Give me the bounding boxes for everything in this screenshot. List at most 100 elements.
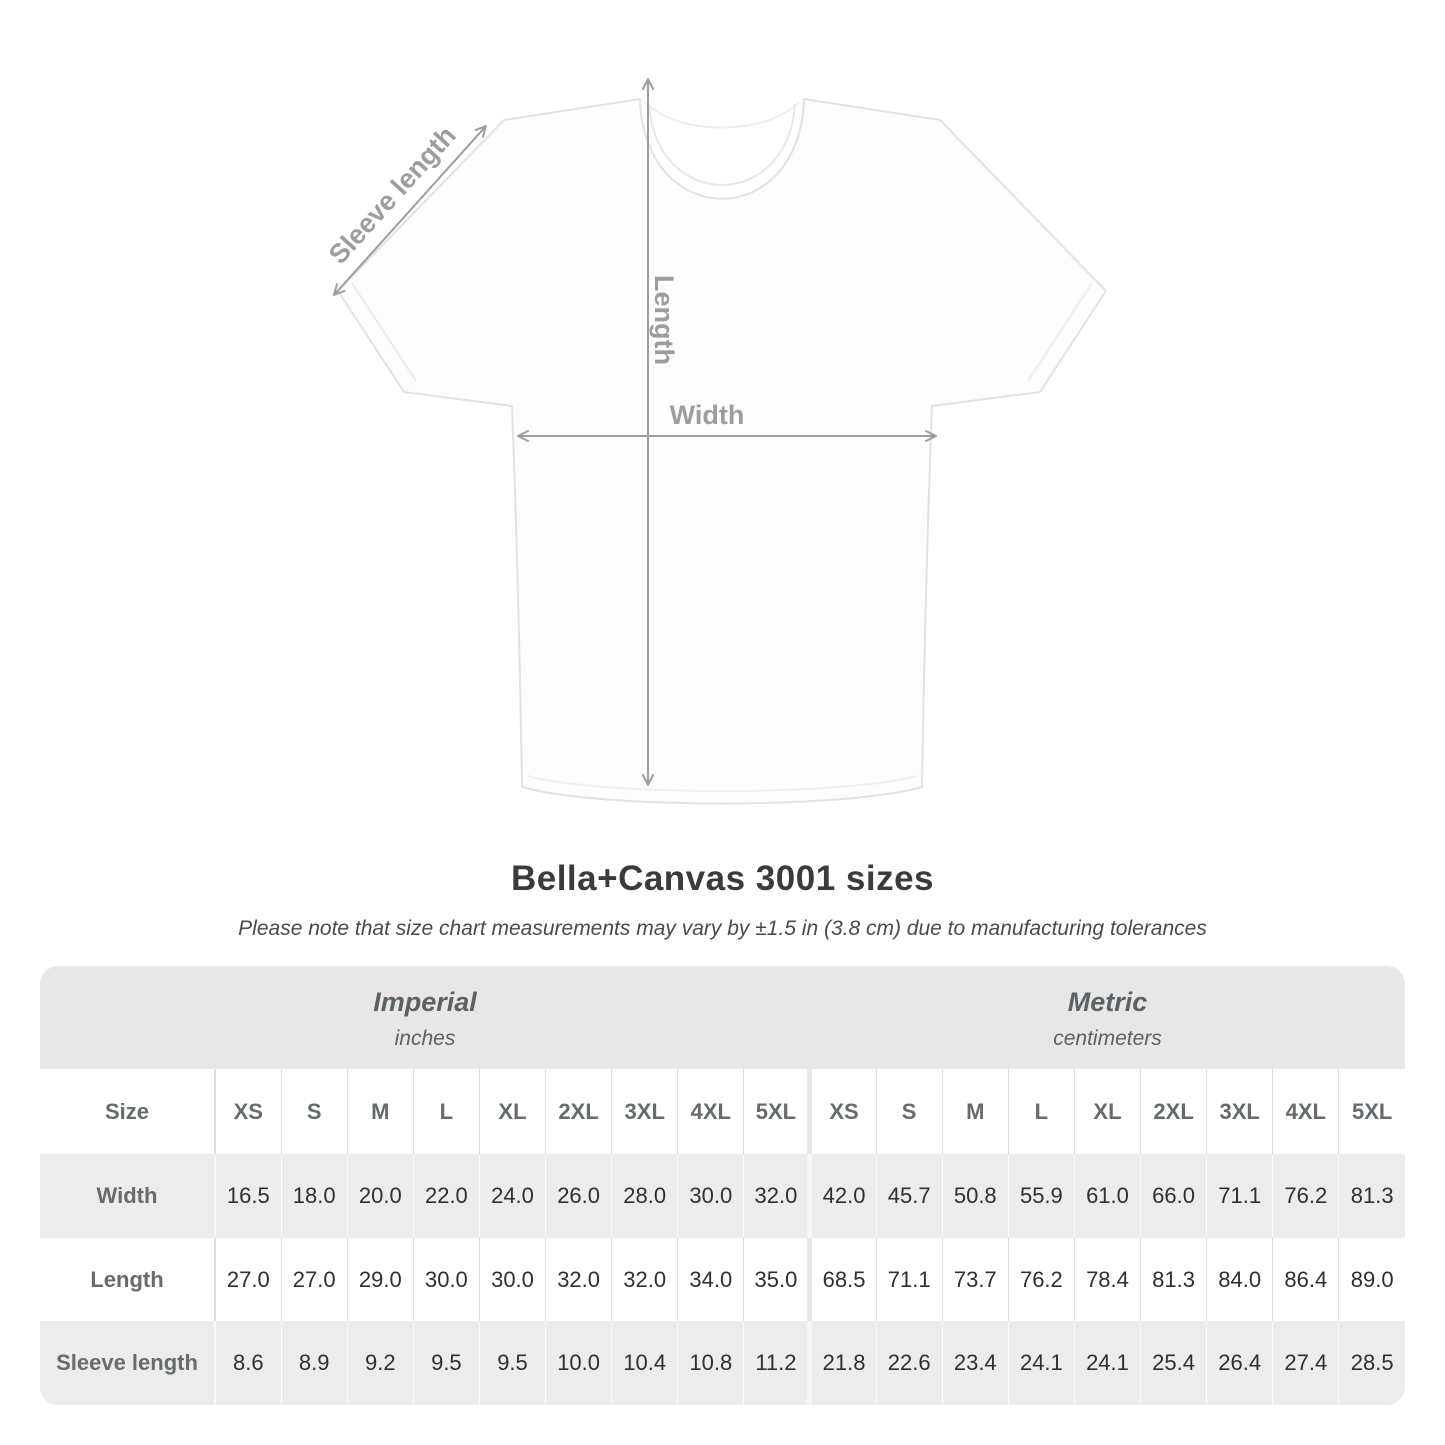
hem-seam — [527, 775, 917, 792]
measurement-cell: 55.9 — [1007, 1154, 1075, 1238]
measurement-cell: 30.0 — [412, 1238, 480, 1321]
length-row: Length 27.0 27.0 29.0 30.0 30.0 32.0 32.… — [40, 1238, 1405, 1321]
size-col-header: 3XL — [1206, 1069, 1273, 1154]
measurement-cell: 10.8 — [677, 1321, 744, 1405]
unit-header-row: Imperial inches Metric centimeters — [40, 966, 1405, 1069]
size-col-header: XL — [1073, 1069, 1141, 1154]
size-col-header: 4XL — [1272, 1069, 1339, 1154]
measurement-cell: 68.5 — [807, 1238, 877, 1321]
size-header-row: Size XS S M L XL 2XL 3XL 4XL 5XL XS S M … — [40, 1069, 1405, 1154]
measurement-cell: 66.0 — [1140, 1154, 1207, 1238]
row-label: Sleeve length — [56, 1350, 198, 1375]
page-title: Bella+Canvas 3001 sizes — [510, 859, 935, 898]
size-col-header: 2XL — [1140, 1069, 1207, 1154]
left-cuff-seam — [351, 282, 417, 382]
measurement-cell: 81.3 — [1338, 1154, 1405, 1238]
measurement-cell: 27.4 — [1272, 1321, 1339, 1405]
measurement-cell: 16.5 — [213, 1154, 282, 1238]
measurement-cell: 42.0 — [807, 1154, 877, 1238]
size-col-header: 5XL — [743, 1069, 810, 1154]
metric-label: Metric — [1067, 987, 1148, 1017]
measurement-cell: 78.4 — [1073, 1238, 1141, 1321]
measurement-cell: 22.6 — [875, 1321, 943, 1405]
measurement-cell: 10.4 — [611, 1321, 678, 1405]
measurement-cell: 71.1 — [1206, 1154, 1273, 1238]
measurement-cell: 28.0 — [611, 1154, 678, 1238]
measurement-cell: 9.5 — [478, 1321, 546, 1405]
tshirt-diagram-svg: Width Length Sleeve length — [323, 78, 1107, 805]
measurement-cell: 10.0 — [545, 1321, 612, 1405]
measurement-cell: 50.8 — [941, 1154, 1009, 1238]
size-col-header: L — [412, 1069, 480, 1154]
size-col-header: M — [941, 1069, 1009, 1154]
measurement-cell: 8.6 — [213, 1321, 282, 1405]
measurement-cell: 32.0 — [743, 1154, 810, 1238]
measurement-cell: 73.7 — [941, 1238, 1009, 1321]
tshirt-measurement-diagram: Width Length Sleeve length — [323, 78, 1107, 805]
measurement-cell: 24.1 — [1073, 1321, 1141, 1405]
imperial-label: Imperial — [373, 987, 477, 1017]
measurement-cell: 76.2 — [1272, 1154, 1339, 1238]
measurement-cell: 22.0 — [412, 1154, 480, 1238]
measurement-cell: 11.2 — [743, 1321, 810, 1405]
tshirt-graphic — [337, 98, 1107, 805]
sleeve-length-row: Sleeve length 8.6 8.9 9.2 9.5 9.5 10.0 1… — [40, 1321, 1405, 1405]
size-col-header: XS — [213, 1069, 282, 1154]
measurement-cell: 76.2 — [1007, 1238, 1075, 1321]
measurement-cell: 18.0 — [280, 1154, 348, 1238]
collar-inner-seam — [648, 103, 796, 186]
size-col-header: S — [875, 1069, 943, 1154]
measurement-cell: 30.0 — [677, 1154, 744, 1238]
measurement-cell: 45.7 — [875, 1154, 943, 1238]
size-row-label: Size — [40, 1069, 215, 1154]
measurement-cell: 27.0 — [280, 1238, 348, 1321]
measurement-cell: 9.5 — [412, 1321, 480, 1405]
imperial-unit-label: inches — [394, 1027, 456, 1050]
row-label: Length — [90, 1266, 164, 1292]
tolerance-note: Please note that size chart measurements… — [238, 917, 1207, 940]
measurement-cell: 26.4 — [1206, 1321, 1273, 1405]
size-table: Imperial inches Metric centimeters Size … — [40, 966, 1405, 1405]
measurement-cell: 35.0 — [743, 1238, 810, 1321]
metric-unit-label: centimeters — [1053, 1027, 1162, 1050]
measurement-cell: 61.0 — [1073, 1154, 1141, 1238]
measurement-cell: 25.4 — [1140, 1321, 1207, 1405]
tshirt-body — [337, 98, 1107, 805]
measurement-cell: 24.1 — [1007, 1321, 1075, 1405]
measurement-cell: 26.0 — [545, 1154, 612, 1238]
measurement-cell: 71.1 — [875, 1238, 943, 1321]
measurement-cell: 24.0 — [478, 1154, 546, 1238]
measurement-cell: 84.0 — [1206, 1238, 1273, 1321]
size-col-header: 3XL — [611, 1069, 678, 1154]
imperial-header-cell: Imperial inches — [40, 966, 810, 1069]
measurement-cell: 32.0 — [545, 1238, 612, 1321]
measurement-cell: 29.0 — [346, 1238, 414, 1321]
measurement-cell: 32.0 — [611, 1238, 678, 1321]
measurement-cell: 30.0 — [478, 1238, 546, 1321]
length-label: Length — [649, 275, 679, 365]
measurement-cell: 20.0 — [346, 1154, 414, 1238]
size-col-header: M — [346, 1069, 414, 1154]
size-col-header: XS — [807, 1069, 877, 1154]
measurement-cell: 21.8 — [807, 1321, 877, 1405]
sleeve-length-arrow — [333, 125, 487, 296]
measurement-cell: 34.0 — [677, 1238, 744, 1321]
measurement-cell: 23.4 — [941, 1321, 1009, 1405]
measurement-cell: 81.3 — [1140, 1238, 1207, 1321]
width-label: Width — [670, 400, 745, 430]
measurement-cell: 89.0 — [1338, 1238, 1405, 1321]
metric-header-cell: Metric centimeters — [809, 966, 1405, 1069]
width-row: Width 16.5 18.0 20.0 22.0 24.0 26.0 28.0… — [40, 1154, 1405, 1238]
right-cuff-seam — [1027, 282, 1093, 382]
title-block: Bella+Canvas 3001 sizes Please note that… — [0, 858, 1445, 942]
size-col-header: 4XL — [677, 1069, 744, 1154]
size-col-header: 5XL — [1338, 1069, 1405, 1154]
collar-back-seam — [644, 101, 800, 129]
measurement-cell: 86.4 — [1272, 1238, 1339, 1321]
measurement-cell: 28.5 — [1338, 1321, 1405, 1405]
size-col-header: 2XL — [545, 1069, 612, 1154]
measurement-cell: 8.9 — [280, 1321, 348, 1405]
size-table-container: Imperial inches Metric centimeters Size … — [40, 966, 1405, 1405]
measurement-cell: 9.2 — [346, 1321, 414, 1405]
